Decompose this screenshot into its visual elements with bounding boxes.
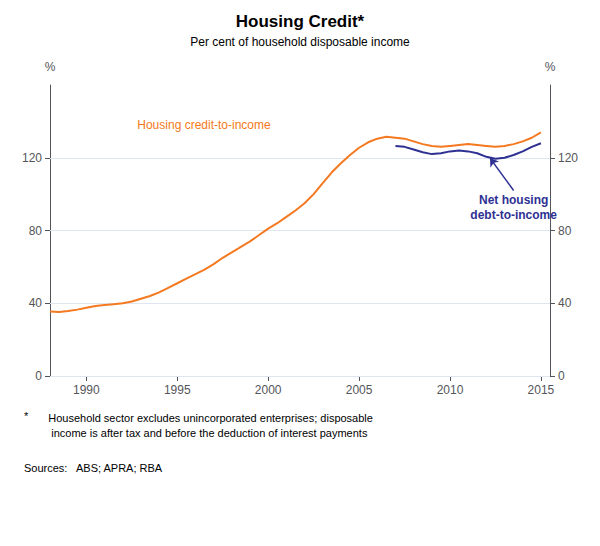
svg-text:40: 40 (29, 296, 43, 310)
svg-text:%: % (545, 60, 556, 74)
svg-text:1990: 1990 (73, 383, 100, 397)
svg-text:120: 120 (558, 151, 578, 165)
svg-text:80: 80 (29, 224, 43, 238)
svg-text:1995: 1995 (164, 383, 191, 397)
svg-text:%: % (45, 60, 56, 74)
svg-text:debt-to-income: debt-to-income (470, 208, 557, 222)
svg-text:Housing credit-to-income: Housing credit-to-income (137, 118, 271, 132)
svg-text:80: 80 (558, 224, 572, 238)
svg-text:Per cent of household disposab: Per cent of household disposable income (190, 35, 410, 49)
svg-text:120: 120 (22, 151, 42, 165)
svg-text:2000: 2000 (255, 383, 282, 397)
svg-text:2005: 2005 (346, 383, 373, 397)
svg-text:income is after tax and before: income is after tax and before the deduc… (36, 427, 368, 439)
svg-text:Household sector excludes unin: Household sector excludes unincorporated… (36, 412, 373, 424)
svg-text:40: 40 (558, 296, 572, 310)
svg-text:0: 0 (558, 369, 565, 383)
svg-text:Sources: ABS; APRA; RBA: Sources: ABS; APRA; RBA (24, 462, 163, 474)
svg-text:2010: 2010 (437, 383, 464, 397)
svg-text:Net housing: Net housing (479, 193, 548, 207)
svg-text:*: * (24, 410, 29, 422)
svg-text:2015: 2015 (528, 383, 555, 397)
svg-text:Housing Credit*: Housing Credit* (236, 12, 365, 31)
svg-text:0: 0 (35, 369, 42, 383)
